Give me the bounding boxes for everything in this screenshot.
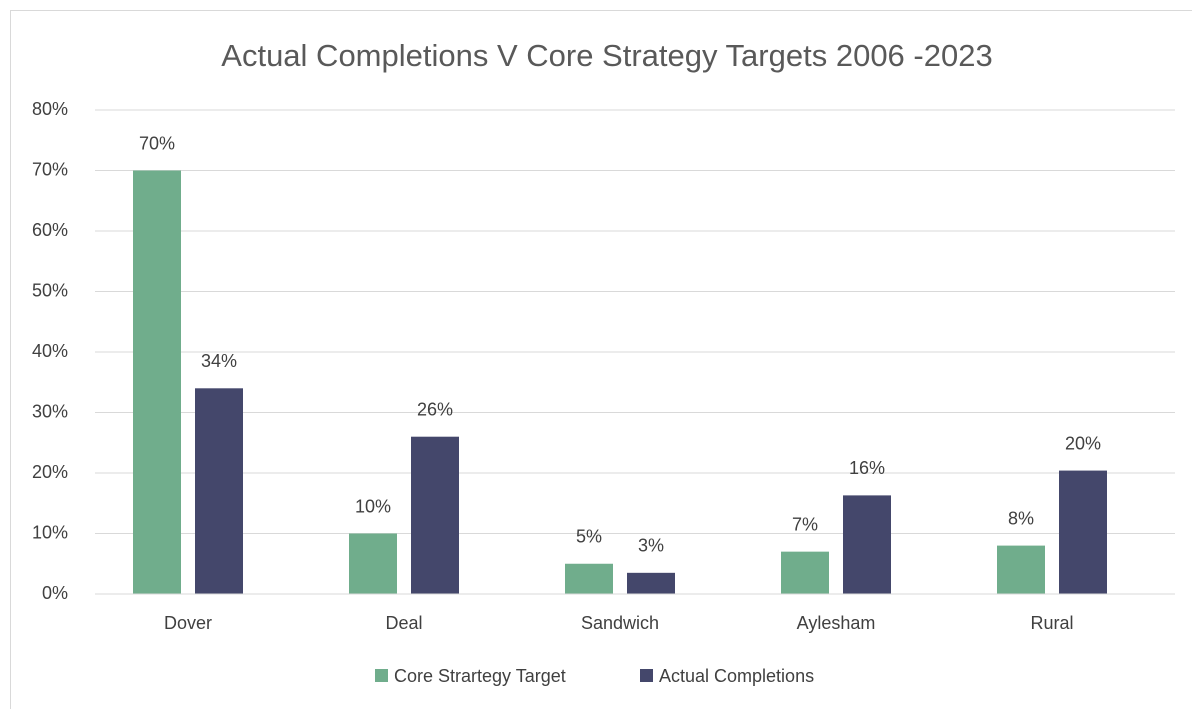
y-tick-label: 40% xyxy=(32,341,68,361)
bar xyxy=(781,551,829,594)
x-tick-label: Rural xyxy=(1030,613,1073,633)
legend-label: Core Strartegy Target xyxy=(394,666,566,686)
x-tick-label: Dover xyxy=(164,613,212,633)
data-label: 8% xyxy=(1008,508,1034,528)
y-tick-label: 80% xyxy=(32,99,68,119)
x-tick-label: Deal xyxy=(385,613,422,633)
y-tick-label: 10% xyxy=(32,522,68,542)
data-label: 3% xyxy=(638,536,664,556)
y-tick-label: 50% xyxy=(32,280,68,300)
bar xyxy=(627,572,675,594)
bar xyxy=(997,545,1045,594)
bar xyxy=(565,563,613,594)
legend-swatch xyxy=(640,669,653,682)
bar xyxy=(411,436,459,594)
bar xyxy=(843,495,891,594)
bar xyxy=(195,388,243,594)
y-tick-label: 0% xyxy=(42,583,68,603)
chart-title: Actual Completions V Core Strategy Targe… xyxy=(221,38,992,73)
data-label: 7% xyxy=(792,514,818,534)
y-tick-label: 30% xyxy=(32,401,68,421)
data-label: 10% xyxy=(355,496,391,516)
x-tick-label: Sandwich xyxy=(581,613,659,633)
legend-swatch xyxy=(375,669,388,682)
bar xyxy=(1059,470,1107,594)
data-label: 34% xyxy=(201,351,237,371)
data-label: 20% xyxy=(1065,433,1101,453)
data-label: 26% xyxy=(417,399,453,419)
y-tick-label: 20% xyxy=(32,462,68,482)
y-tick-label: 70% xyxy=(32,159,68,179)
y-tick-label: 60% xyxy=(32,220,68,240)
data-label: 16% xyxy=(849,458,885,478)
chart-frame xyxy=(10,10,1192,709)
bar xyxy=(133,170,181,594)
data-label: 70% xyxy=(139,133,175,153)
data-label: 5% xyxy=(576,527,602,547)
legend-label: Actual Completions xyxy=(659,666,814,686)
x-tick-label: Aylesham xyxy=(797,613,876,633)
bar xyxy=(349,533,397,594)
